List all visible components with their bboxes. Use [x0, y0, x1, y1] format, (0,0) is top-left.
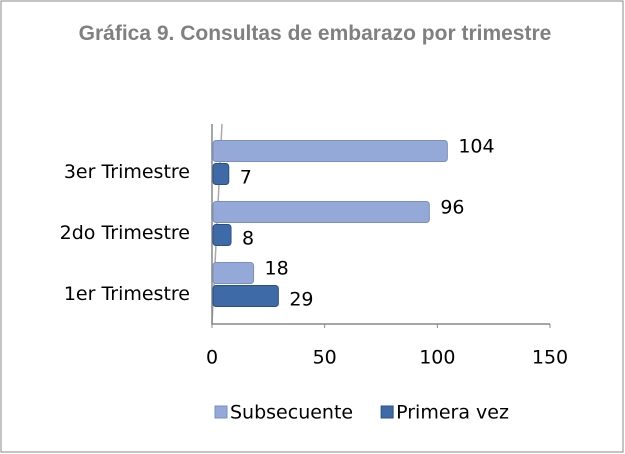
bar: [212, 262, 255, 284]
data-label: 104: [458, 136, 494, 158]
bar: [212, 140, 448, 162]
legend-swatch: [380, 405, 394, 419]
x-tick-label: 0: [206, 347, 218, 369]
y-tick-label: 3er Trimestre: [64, 161, 190, 183]
chart-title: Gráfica 9. Consultas de embarazo por tri…: [78, 22, 552, 45]
data-label: 7: [240, 167, 252, 189]
bar: [212, 224, 232, 246]
legend-label: Primera vez: [396, 402, 509, 424]
x-tick-label: 50: [313, 347, 337, 369]
data-label: 8: [242, 228, 254, 250]
data-label: 18: [265, 258, 289, 280]
x-tick-label: 150: [532, 347, 568, 369]
data-label: 29: [289, 289, 313, 311]
bar: [212, 163, 230, 185]
legend-swatch: [214, 405, 228, 419]
bar: [212, 285, 279, 307]
y-tick-label: 1er Trimestre: [64, 283, 190, 305]
data-label: 96: [440, 197, 464, 219]
bar: [212, 201, 430, 223]
y-tick-label: 2do Trimestre: [60, 222, 190, 244]
x-tick-label: 100: [419, 347, 455, 369]
legend-label: Subsecuente: [230, 402, 353, 424]
